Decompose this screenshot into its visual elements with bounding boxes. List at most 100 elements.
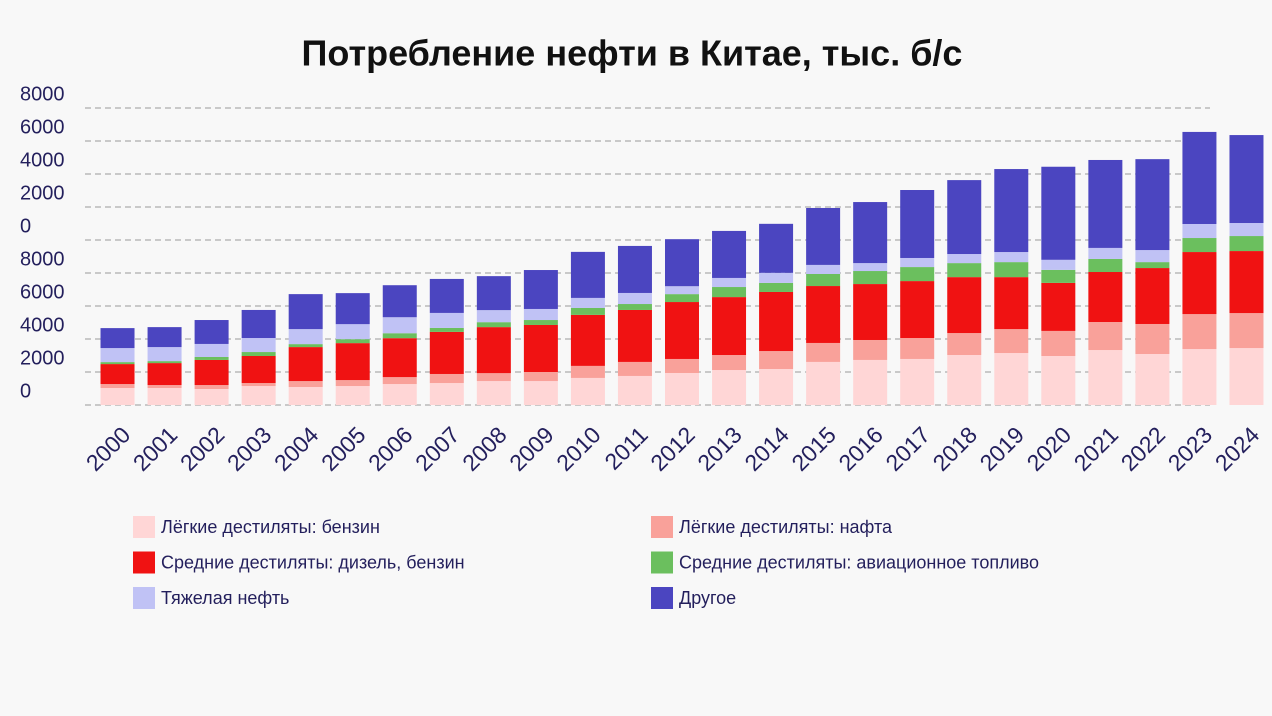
bar-segment — [617, 292, 652, 305]
bar-segment — [759, 282, 794, 292]
bar-segment — [806, 361, 841, 405]
x-tick-label: 2022 — [1116, 421, 1171, 476]
bar-segment — [100, 384, 135, 389]
bar-segment — [335, 324, 370, 340]
bar-segment — [1229, 313, 1264, 349]
x-tick-label: 2010 — [551, 421, 606, 476]
bar-segment — [335, 339, 370, 344]
bar-segment — [617, 245, 652, 293]
x-tick-label: 2008 — [457, 421, 512, 476]
y-tick-label: 4000 — [20, 314, 65, 336]
bar-segment — [476, 310, 511, 323]
bar-segment — [523, 270, 558, 309]
y-tick-label: 6000 — [20, 281, 65, 303]
bar-segment — [241, 352, 276, 356]
bar-segment — [994, 277, 1029, 330]
bar-segment — [947, 254, 982, 264]
bar-segment — [147, 363, 182, 386]
bar-segment — [806, 273, 841, 287]
bar-segment — [853, 271, 888, 285]
bar-segment — [335, 380, 370, 387]
bar-segment — [1041, 166, 1076, 260]
bar-segment — [900, 281, 935, 339]
bar-segment — [429, 327, 464, 332]
bar-segment — [194, 385, 229, 389]
y-tick-label: 6000 — [20, 116, 65, 138]
bar-segment — [570, 307, 605, 315]
legend-label: Лёгкие дестиляты: бензин — [161, 517, 380, 537]
bar-segment — [147, 347, 182, 362]
bar-segment — [1182, 349, 1217, 405]
bar-segment — [335, 343, 370, 381]
x-tick-label: 2006 — [363, 421, 418, 476]
bar-segment — [382, 285, 417, 318]
y-tick-label: 2000 — [20, 182, 65, 204]
legend-swatch — [651, 587, 673, 609]
bar-segment — [665, 372, 699, 405]
x-tick-label: 2001 — [128, 421, 183, 476]
bar-segment — [1229, 223, 1264, 237]
legend-swatch — [133, 516, 155, 538]
bar-segment — [759, 291, 794, 352]
x-tick-label: 2004 — [269, 421, 324, 476]
x-tick-label: 2019 — [975, 421, 1030, 476]
bar-segment — [712, 277, 747, 288]
bar-segment — [100, 348, 135, 363]
bar-segment — [994, 252, 1029, 263]
bar-segment — [523, 381, 558, 405]
bar-segment — [1229, 251, 1264, 314]
legend-swatch — [651, 516, 673, 538]
bar-segment — [806, 207, 841, 265]
bar-segment — [1229, 135, 1264, 224]
bar-segment — [1135, 354, 1170, 405]
bar-segment — [994, 329, 1029, 354]
bar-segment — [241, 355, 276, 384]
bar-segment — [759, 369, 794, 405]
bar-segment — [100, 328, 135, 349]
bar-segment — [382, 333, 417, 339]
bar-segment — [1041, 259, 1076, 270]
bar-segment — [1135, 268, 1170, 324]
bar-segment — [806, 286, 841, 343]
bar-segment — [241, 383, 276, 387]
bar-segment — [947, 355, 982, 405]
bar-segment — [1135, 159, 1170, 251]
bar-segment — [900, 338, 935, 359]
bar-segment — [194, 359, 229, 386]
bar-segment — [1229, 348, 1264, 405]
bar-segment — [476, 276, 511, 311]
bar-segment — [382, 377, 417, 385]
bar-segment — [570, 251, 605, 298]
y-tick-label: 0 — [20, 380, 31, 402]
legend-swatch — [133, 551, 155, 574]
x-tick-label: 2017 — [880, 421, 935, 476]
y-tick-label: 0 — [20, 215, 31, 237]
bar-segment — [194, 356, 229, 360]
bar-segment — [900, 267, 935, 282]
bar-segment — [335, 293, 370, 325]
bar-segment — [853, 359, 888, 405]
bar-segment — [1088, 322, 1123, 351]
bar-segment — [100, 362, 135, 365]
bar-segment — [665, 358, 699, 373]
bar-segment — [994, 353, 1029, 405]
bar-segment — [994, 262, 1029, 278]
bar-segment — [1088, 159, 1123, 248]
bar-segment — [1182, 314, 1217, 350]
bar-segment — [900, 257, 935, 268]
bar-segment — [429, 278, 464, 313]
bar-segment — [712, 287, 747, 298]
bar-segment — [476, 327, 511, 374]
bar-segment — [853, 284, 888, 340]
bar-segment — [194, 320, 229, 344]
bar-segment — [288, 329, 323, 345]
bar-segment — [617, 304, 652, 310]
bar-segment — [147, 327, 182, 348]
bar-segment — [241, 309, 276, 339]
bar-segment — [147, 388, 182, 405]
bar-segment — [429, 383, 464, 405]
legend-label: Другое — [679, 588, 736, 608]
bar-segment — [806, 264, 841, 274]
legend-label: Средние дестиляты: дизель, бензин — [161, 552, 465, 572]
x-tick-label: 2003 — [222, 421, 277, 476]
